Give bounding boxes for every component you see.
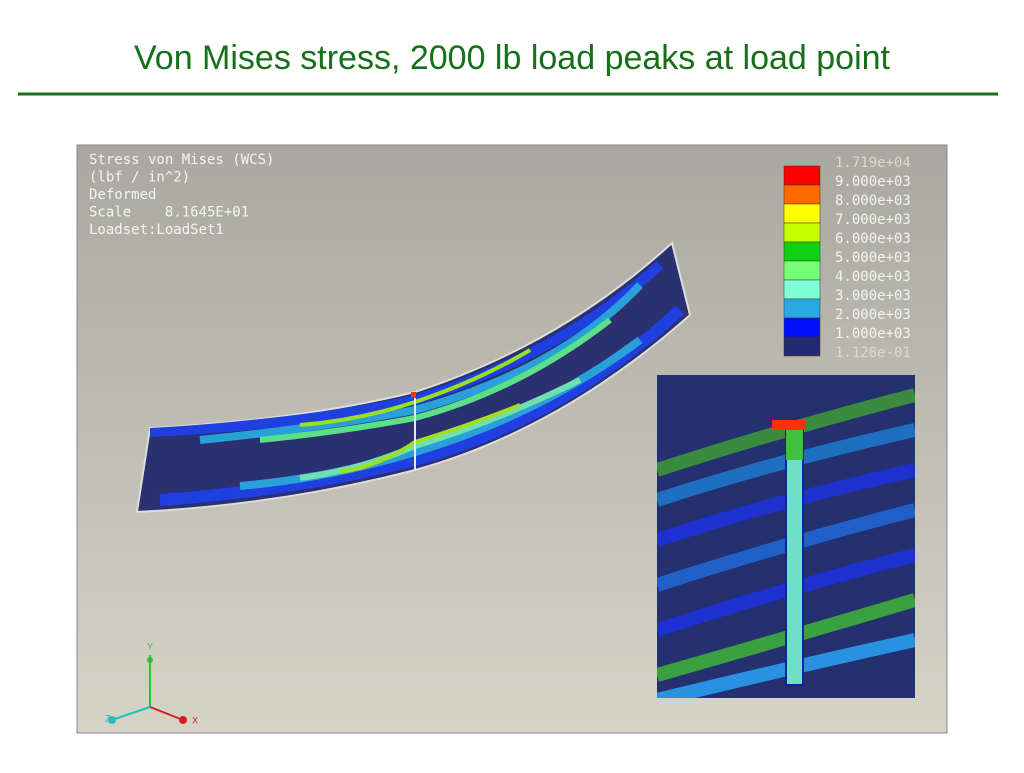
y-axis-label: Y <box>147 641 153 651</box>
legend-swatch <box>783 241 821 262</box>
stress-legend: 1.719e+04 9.000e+03 8.000e+03 7.000e+03 6.00… <box>783 155 911 361</box>
legend-label: 1.000e+03 <box>835 326 911 342</box>
z-axis-label: Z <box>105 713 111 723</box>
legend-label: 5.000e+03 <box>835 250 911 266</box>
info-line: Stress von Mises (WCS) <box>89 152 274 168</box>
legend-swatch <box>783 184 821 205</box>
legend-swatch <box>783 165 821 186</box>
zoom-inset <box>657 375 915 698</box>
legend-label: 1.128e-01 <box>835 345 911 361</box>
legend-label: 9.000e+03 <box>835 174 911 190</box>
legend-swatch <box>783 260 821 281</box>
info-line: Deformed <box>89 187 156 203</box>
model-info: Stress von Mises (WCS) (lbf / in^2)Deform… <box>89 152 274 238</box>
info-line: (lbf / in^2) <box>89 170 190 186</box>
legend-label: 3.000e+03 <box>835 288 911 304</box>
legend-swatch <box>783 203 821 224</box>
x-axis-label: X <box>192 715 198 725</box>
info-line: Scale 8.1645E+01 <box>89 205 249 221</box>
legend-label: 4.000e+03 <box>835 269 911 285</box>
legend-swatch <box>783 317 821 338</box>
slide-title: Von Mises stress, 2000 lb load peaks at … <box>134 39 891 77</box>
legend-label: 1.719e+04 <box>835 155 911 171</box>
info-line: Loadset:LoadSet1 <box>89 222 224 238</box>
legend-swatch <box>783 222 821 243</box>
legend-label: 7.000e+03 <box>835 212 911 228</box>
legend-label: 2.000e+03 <box>835 307 911 323</box>
legend-swatch <box>783 298 821 319</box>
legend-swatch <box>783 336 821 357</box>
legend-swatch <box>783 279 821 300</box>
beam <box>135 241 692 514</box>
legend-label: 6.000e+03 <box>835 231 911 247</box>
axis-triad: Y X Z <box>105 641 198 725</box>
legend-label: 8.000e+03 <box>835 193 911 209</box>
